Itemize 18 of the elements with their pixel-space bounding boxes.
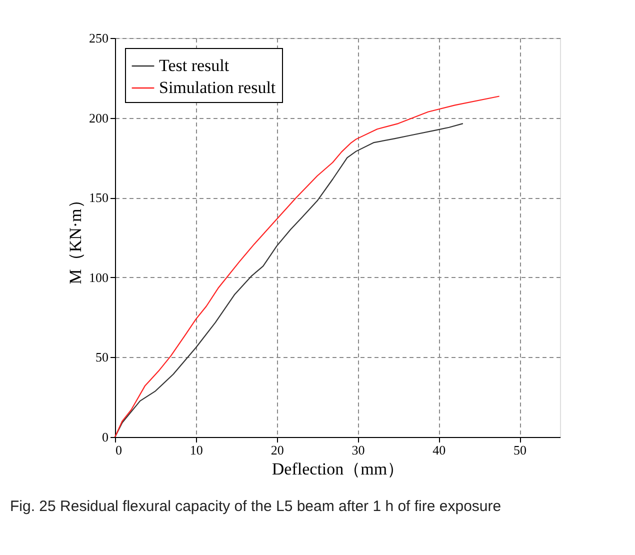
y-tick-label: 0 bbox=[102, 430, 108, 444]
x-tick-label: 20 bbox=[270, 442, 284, 458]
x-tick-label: 10 bbox=[190, 442, 203, 458]
x-tick-label: 0 bbox=[116, 442, 122, 458]
legend-label: Simulation result bbox=[159, 78, 276, 97]
y-tick-label: 100 bbox=[89, 270, 108, 285]
y-tick-label: 200 bbox=[89, 110, 108, 126]
x-tick-label: 50 bbox=[514, 442, 527, 458]
caption: Fig. 25 Residual flexural capacity of the L5 beam after 1 h of fire exposure bbox=[10, 498, 502, 515]
y-tick-label: 250 bbox=[89, 30, 108, 46]
y-tick-label: 50 bbox=[96, 350, 108, 365]
y-axis-title: M（KN·m） bbox=[66, 192, 85, 284]
x-axis-title: Deflection（mm） bbox=[272, 460, 404, 478]
legend-label: Test result bbox=[159, 56, 230, 75]
y-tick-label: 150 bbox=[89, 190, 108, 206]
line-series bbox=[114, 96, 500, 438]
x-tick-label: 30 bbox=[352, 442, 365, 458]
x-tick-label: 40 bbox=[432, 442, 446, 458]
